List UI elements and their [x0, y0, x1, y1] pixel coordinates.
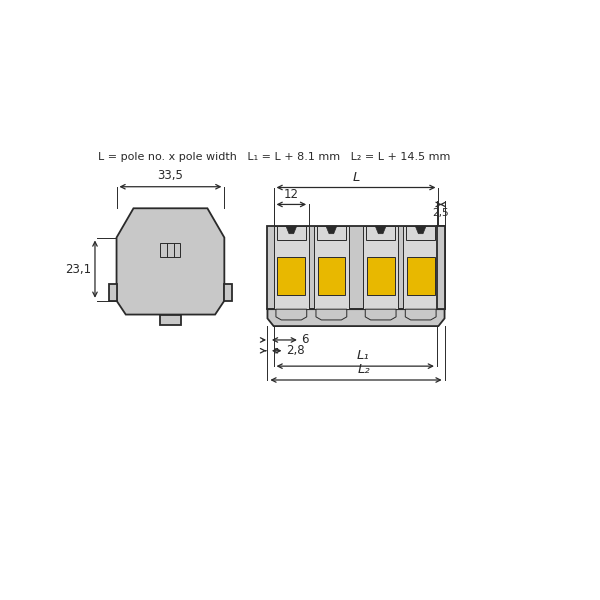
Bar: [366, 226, 395, 240]
Bar: [437, 226, 445, 309]
Bar: [363, 226, 398, 309]
Bar: [317, 257, 345, 295]
Text: 33,5: 33,5: [158, 169, 184, 182]
Bar: [277, 226, 306, 240]
Polygon shape: [365, 309, 396, 320]
Bar: [160, 243, 181, 257]
Polygon shape: [116, 208, 224, 314]
Bar: [407, 257, 434, 295]
Text: 2,5: 2,5: [433, 208, 449, 218]
Polygon shape: [286, 226, 297, 233]
Bar: [406, 226, 436, 240]
Polygon shape: [326, 226, 337, 233]
Text: 2,8: 2,8: [286, 344, 305, 357]
Bar: [403, 226, 439, 309]
Polygon shape: [268, 309, 445, 326]
Polygon shape: [160, 314, 181, 325]
Bar: [274, 226, 309, 309]
Text: L = pole no. x pole width   L₁ = L + 8.1 mm   L₂ = L + 14.5 mm: L = pole no. x pole width L₁ = L + 8.1 m…: [98, 152, 451, 161]
Bar: [317, 226, 346, 240]
Polygon shape: [316, 309, 347, 320]
Bar: [367, 257, 395, 295]
Polygon shape: [415, 226, 426, 233]
Polygon shape: [109, 284, 116, 301]
Text: 12: 12: [284, 188, 299, 200]
Polygon shape: [276, 309, 307, 320]
Bar: [314, 226, 349, 309]
Text: L₁: L₁: [356, 349, 370, 362]
Text: 6: 6: [301, 334, 309, 346]
Polygon shape: [405, 309, 436, 320]
Bar: [277, 257, 305, 295]
Text: L: L: [352, 170, 359, 184]
Bar: [268, 226, 445, 309]
Text: 23,1: 23,1: [65, 263, 91, 275]
Polygon shape: [375, 226, 386, 233]
Text: L₂: L₂: [358, 363, 370, 376]
Polygon shape: [224, 284, 232, 301]
